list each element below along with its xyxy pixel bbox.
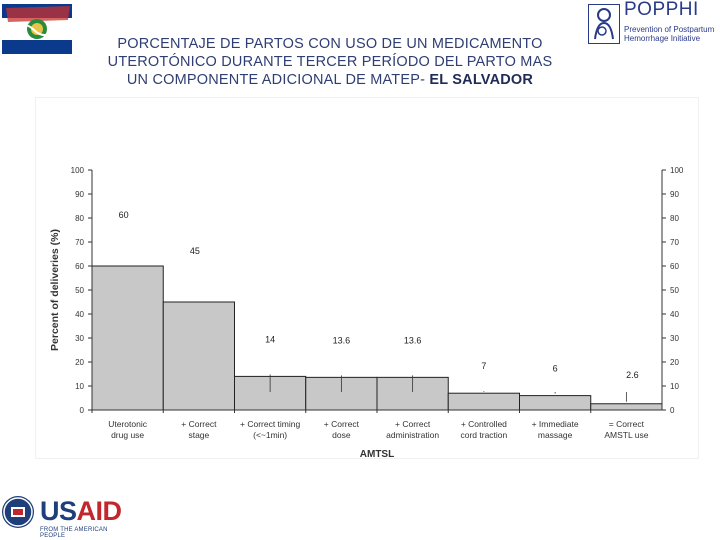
data-label-3: 13.6: [333, 335, 351, 345]
x-tick-label-6-line1: + Immediate: [532, 419, 579, 429]
x-tick-label-0-line2: drug use: [111, 430, 144, 440]
el-salvador-flag-logo: [0, 0, 74, 58]
y-tick-label-right-40: 40: [670, 310, 679, 319]
slide-title: PORCENTAJE DE PARTOS CON USO DE UN MEDIC…: [70, 35, 590, 89]
popphi-subtitle: Prevention of Postpartum Hemorrhage Init…: [624, 25, 714, 43]
x-tick-label-5-line1: + Controlled: [461, 419, 507, 429]
data-label-1: 45: [190, 246, 200, 256]
x-tick-label-5-line2: cord traction: [460, 430, 507, 440]
title-line-1: PORCENTAJE DE PARTOS CON USO DE UN MEDIC…: [117, 36, 543, 52]
y-tick-label-left-40: 40: [75, 310, 84, 319]
data-label-4: 13.6: [404, 335, 422, 345]
x-tick-label-0-line1: Uterotonic: [108, 419, 147, 429]
y-tick-label-left-60: 60: [75, 262, 84, 271]
usaid-us: US: [40, 496, 77, 526]
y-tick-label-right-50: 50: [670, 286, 679, 295]
title-line-2: UTEROTÓNICO DURANTE TERCER PERÍODO DEL P…: [107, 54, 553, 70]
y-tick-label-right-30: 30: [670, 334, 679, 343]
x-tick-label-1-line1: + Correct: [181, 419, 217, 429]
data-label-0: 60: [119, 210, 129, 220]
chart-panel: 60 45 14 13.6 13.6 7 6 2.6 0 0 10 10 20 20 30 30 40 40 50 5…: [36, 98, 698, 460]
bar-5: [447, 392, 520, 411]
y-tick-label-right-90: 90: [670, 190, 679, 199]
usaid-tagline: FROM THE AMERICAN PEOPLE: [40, 527, 108, 539]
y-tick-label-left-80: 80: [75, 214, 84, 223]
x-tick-label-1-line2: stage: [188, 430, 209, 440]
x-axis-title: AMTSL: [360, 449, 394, 458]
usaid-wordmark: USAID: [40, 496, 122, 527]
x-tick-label-6-line2: massage: [538, 430, 573, 440]
x-tick-label-7-line2: AMSTL use: [604, 430, 648, 440]
bar-1: [162, 301, 235, 411]
y-tick-label-right-100: 100: [670, 166, 684, 175]
y-tick-label-left-10: 10: [75, 382, 84, 391]
y-tick-label-right-20: 20: [670, 358, 679, 367]
title-highlight: EL SALVADOR: [429, 72, 534, 88]
data-label-6: 6: [553, 364, 558, 374]
x-tick-label-3-line2: dose: [332, 430, 351, 440]
bar-7: [590, 403, 663, 411]
popphi-name: POPPHI: [624, 0, 699, 20]
data-label-2: 14: [265, 334, 275, 344]
x-tick-label-2-line2: (<~1min): [253, 430, 287, 440]
mother-child-icon: [588, 4, 620, 44]
usaid-logo: USAID FROM THE AMERICAN PEOPLE: [0, 492, 124, 540]
bar-chart: 60 45 14 13.6 13.6 7 6 2.6 0 0 10 10 20 20 30 30 40 40 50 5…: [49, 166, 684, 460]
data-label-7: 2.6: [626, 370, 639, 380]
bar-0: [91, 265, 164, 411]
y-tick-label-left-100: 100: [71, 166, 85, 175]
popphi-subtitle-line-1: Prevention of Postpartum: [624, 25, 715, 34]
y-tick-label-right-10: 10: [670, 382, 679, 391]
y-tick-label-right-60: 60: [670, 262, 679, 271]
x-tick-label-2-line1: + Correct timing: [240, 419, 300, 429]
x-tick-label-7-line1: = Correct: [609, 419, 645, 429]
y-tick-label-left-30: 30: [75, 334, 84, 343]
y-tick-label-left-90: 90: [75, 190, 84, 199]
y-tick-label-right-0: 0: [670, 406, 675, 415]
data-label-5: 7: [481, 361, 486, 371]
title-line-3: UN COMPONENTE ADICIONAL DE MATEP- EL SAL…: [70, 71, 590, 89]
popphi-subtitle-line-2: Hemorrhage Initiative: [624, 34, 701, 43]
y-axis-title: Percent of deliveries (%): [49, 229, 61, 351]
x-tick-label-4-line2: administration: [386, 430, 439, 440]
y-tick-label-left-50: 50: [75, 286, 84, 295]
y-tick-label-left-20: 20: [75, 358, 84, 367]
y-tick-label-right-80: 80: [670, 214, 679, 223]
usaid-seal-icon: [2, 496, 34, 528]
y-tick-label-right-70: 70: [670, 238, 679, 247]
usaid-aid: AID: [76, 496, 123, 526]
title-line-3-text: UN COMPONENTE ADICIONAL DE MATEP-: [126, 72, 426, 88]
popphi-logo: POPPHI Prevention of Postpartum Hemorrha…: [584, 0, 720, 48]
x-tick-label-4-line1: + Correct: [395, 419, 431, 429]
bar-6: [519, 395, 592, 411]
x-tick-label-3-line1: + Correct: [324, 419, 360, 429]
y-tick-label-left-0: 0: [80, 406, 85, 415]
y-tick-label-left-70: 70: [75, 238, 84, 247]
